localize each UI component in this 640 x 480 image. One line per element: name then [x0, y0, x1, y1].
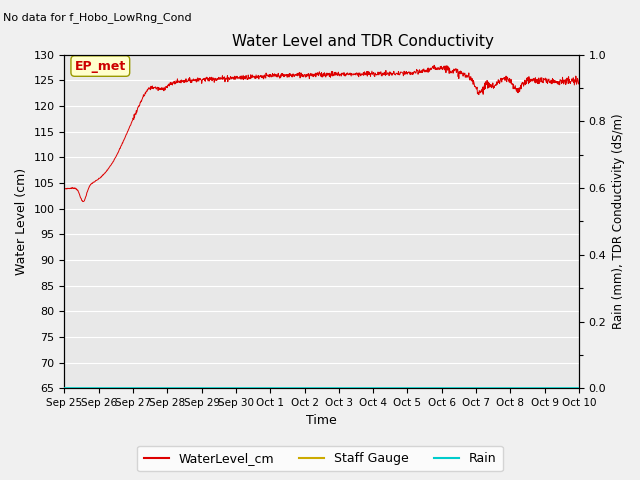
Y-axis label: Rain (mm), TDR Conductivity (dS/m): Rain (mm), TDR Conductivity (dS/m)	[612, 114, 625, 329]
Y-axis label: Water Level (cm): Water Level (cm)	[15, 168, 28, 275]
Title: Water Level and TDR Conductivity: Water Level and TDR Conductivity	[232, 34, 494, 49]
Text: EP_met: EP_met	[75, 60, 126, 72]
Text: No data for f_Hobo_LowRng_Cond: No data for f_Hobo_LowRng_Cond	[3, 12, 192, 23]
Legend: WaterLevel_cm, Staff Gauge, Rain: WaterLevel_cm, Staff Gauge, Rain	[137, 446, 503, 471]
X-axis label: Time: Time	[307, 414, 337, 427]
